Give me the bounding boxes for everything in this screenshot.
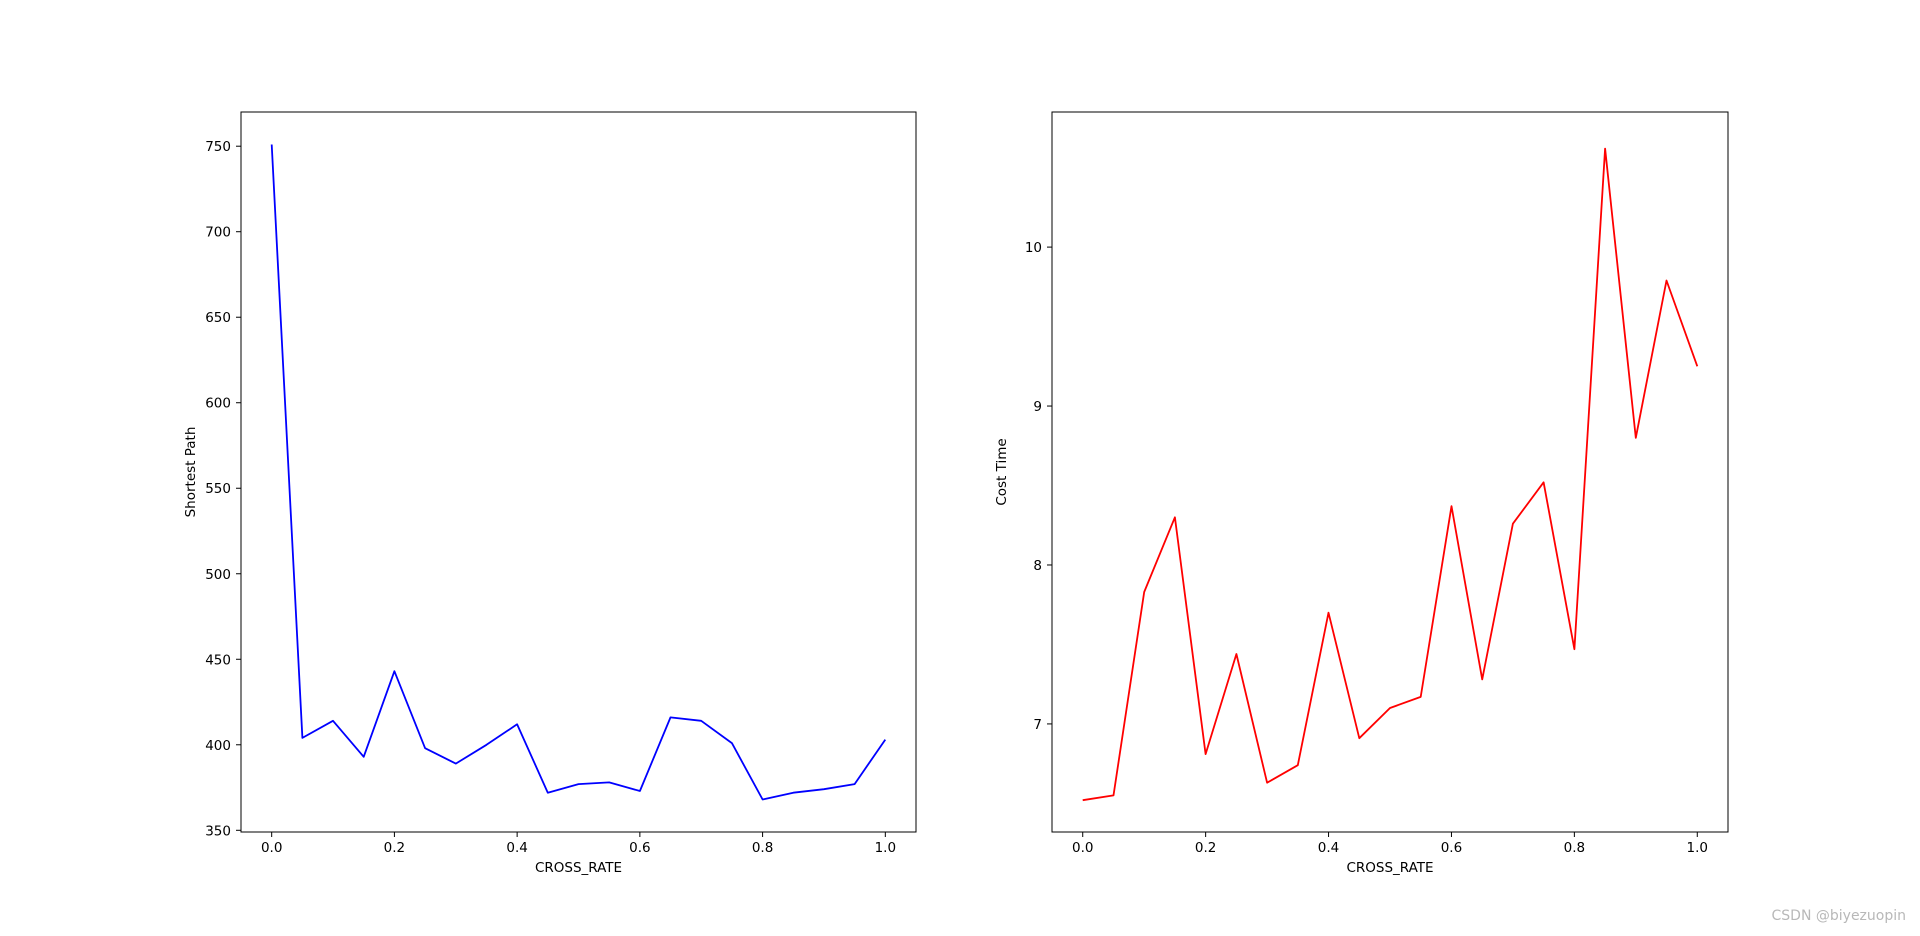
- shortest-path-y-tick-label: 750: [205, 139, 231, 155]
- cost-time-line: [1082, 147, 1699, 802]
- shortest-path-x-tick-label: 1.0: [875, 840, 896, 856]
- shortest-path-y-tick-label: 650: [205, 310, 231, 326]
- shortest-path-x-tick-label: 0.6: [629, 840, 650, 856]
- cost-time-x-tick-label: 0.2: [1195, 840, 1216, 856]
- cost-time-series-group: [1082, 147, 1699, 802]
- cost-time-x-axis-label: CROSS_RATE: [1346, 860, 1433, 876]
- shortest-path-x-tick-label: 0.4: [506, 840, 527, 856]
- shortest-path-series-group: [270, 144, 887, 801]
- shortest-path-tick-group: 0.0 0.2 0.4 0.6 0.8 1.0 350 400 450 500 550 600 650 7…: [205, 139, 896, 856]
- shortest-path-chart: 0.0 0.2 0.4 0.6 0.8 1.0 350 400 450 500 550 600 650 7…: [183, 111, 917, 876]
- shortest-path-y-axis-label: Shortest Path: [183, 427, 199, 518]
- shortest-path-y-tick-label: 600: [205, 396, 231, 412]
- cost-time-y-tick-label: 7: [1033, 717, 1042, 733]
- shortest-path-y-tick-label: 500: [205, 567, 231, 583]
- shortest-path-y-tick-label: 550: [205, 481, 231, 497]
- shortest-path-y-tick-label: 400: [205, 738, 231, 754]
- cost-time-y-tick-label: 10: [1025, 240, 1042, 256]
- cost-time-y-tick-label: 8: [1033, 558, 1042, 574]
- shortest-path-x-tick-label: 0.2: [384, 840, 405, 856]
- cost-time-x-tick-label: 0.6: [1441, 840, 1462, 856]
- watermark-text: CSDN @biyezuopin: [1771, 908, 1906, 924]
- cost-time-y-tick-label: 9: [1033, 399, 1042, 415]
- cost-time-x-tick-label: 1.0: [1687, 840, 1708, 856]
- shortest-path-axes-frame: [240, 111, 917, 833]
- cost-time-x-tick-label: 0.4: [1318, 840, 1339, 856]
- cost-time-axes-frame: [1051, 111, 1729, 833]
- shortest-path-y-tick-label: 350: [205, 823, 231, 839]
- cost-time-chart: 0.0 0.2 0.4 0.6 0.8 1.0 7 8 9 10 CROSS_RATE Cost …: [994, 111, 1729, 876]
- shortest-path-x-tick-label: 0.8: [752, 840, 773, 856]
- shortest-path-y-tick-label: 450: [205, 652, 231, 668]
- shortest-path-x-tick-label: 0.0: [261, 840, 282, 856]
- cost-time-y-axis-label: Cost Time: [994, 438, 1010, 505]
- cost-time-x-tick-label: 0.8: [1564, 840, 1585, 856]
- cost-time-tick-group: 0.0 0.2 0.4 0.6 0.8 1.0 7 8 9 10: [1025, 240, 1708, 856]
- cost-time-x-tick-label: 0.0: [1072, 840, 1093, 856]
- shortest-path-x-axis-label: CROSS_RATE: [535, 860, 622, 876]
- shortest-path-line: [270, 144, 887, 801]
- shortest-path-y-tick-label: 700: [205, 225, 231, 241]
